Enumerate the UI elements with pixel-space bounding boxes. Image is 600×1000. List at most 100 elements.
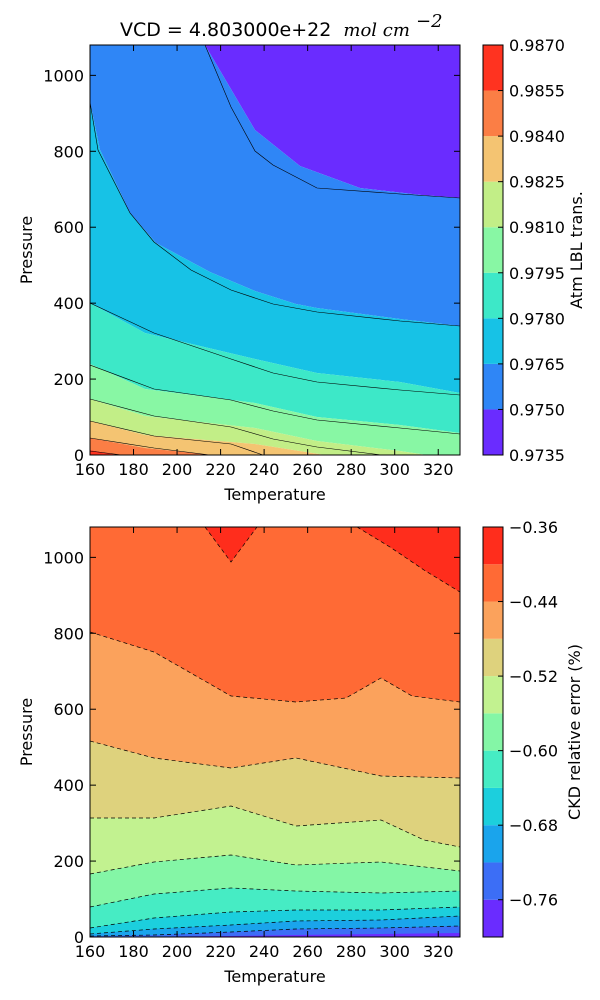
top-colorbar-tick-label: 0.9765	[509, 355, 565, 374]
top-x-tick-label: 200	[162, 460, 193, 479]
bottom-y-label: Pressure	[17, 698, 36, 766]
top-colorbar-tick-label: 0.9810	[509, 218, 565, 237]
top-x-tick-label: 280	[336, 460, 367, 479]
bottom-band-m076	[90, 933, 460, 937]
bottom-colorbar-band	[483, 750, 503, 788]
bottom-band-m040b	[357, 527, 460, 592]
bottom-x-tick-label: 280	[336, 942, 367, 961]
bottom-y-axis: 0 200 400 600 800 1000	[43, 548, 460, 947]
top-band-09810	[90, 399, 427, 455]
top-contour-line-09825	[90, 420, 264, 455]
top-x-tick-label: 320	[423, 460, 454, 479]
bottom-x-tick-label: 320	[423, 942, 454, 961]
bottom-plot-frame	[89, 526, 461, 938]
bottom-contour-line-m060	[90, 887, 460, 908]
top-colorbar-band	[483, 45, 503, 91]
top-title-exponent: −2	[416, 11, 443, 32]
top-x-tick-label: 180	[118, 460, 149, 479]
top-contour-line-09855	[90, 450, 123, 455]
bottom-x-tick-label: 220	[205, 942, 236, 961]
top-title-prefix: VCD = 4.803000e+22	[120, 19, 331, 41]
bottom-x-tick-label: 160	[75, 942, 106, 961]
top-colorbar: 0.9735 0.9750 0.9765 0.9780 0.9795 0.9810 0.98…	[482, 36, 586, 465]
bottom-y-tick-label: 1000	[43, 548, 84, 567]
top-colorbar-label: Atm LBL trans.	[567, 191, 586, 309]
bottom-contour-line-m048	[90, 740, 460, 779]
top-y-tick-label: 1000	[43, 66, 84, 85]
bottom-colorbar-tick-label: −0.52	[509, 667, 558, 686]
top-y-tick-label: 400	[53, 294, 84, 313]
top-x-tick-label: 300	[379, 460, 410, 479]
top-colorbar-band	[483, 409, 503, 455]
bottom-contour-line-m056	[90, 854, 460, 875]
bottom-colorbar-band	[483, 713, 503, 751]
bottom-x-axis: 160 180 200 220 240 260 280 300 320	[75, 527, 454, 961]
top-x-tick-label: 260	[292, 460, 323, 479]
top-colorbar-band	[483, 272, 503, 319]
top-colorbar-band	[483, 227, 503, 273]
bottom-panel: 160 180 200 220 240 260 280 300 320 0 200 400 600 80…	[17, 518, 584, 986]
top-y-tick-label: 800	[53, 142, 84, 161]
top-contour-line-09750	[204, 45, 460, 199]
bottom-colorbar-band	[483, 862, 503, 900]
bottom-y-tick-label: 200	[53, 852, 84, 871]
bottom-contour-line-m040a	[204, 527, 258, 563]
bottom-contour-line-m044	[90, 631, 460, 703]
bottom-colorbar-tick-label: −0.44	[509, 593, 558, 612]
top-band-09780	[90, 303, 460, 433]
top-band-09795	[90, 364, 460, 455]
bottom-colorbar-band	[483, 601, 503, 639]
top-y-tick-label: 600	[53, 218, 84, 237]
top-contour-line-09810	[90, 398, 383, 455]
top-y-tick-label: 0	[74, 446, 84, 465]
top-colorbar-tick-label: 0.9735	[509, 446, 565, 465]
bottom-colorbar-tick-label: −0.76	[509, 891, 558, 910]
bottom-colorbar-band	[483, 825, 503, 863]
top-colorbar-band	[483, 136, 503, 182]
bottom-contour-lines	[90, 527, 460, 937]
bottom-y-tick-label: 400	[53, 776, 84, 795]
bottom-contour-line-m068	[90, 915, 460, 935]
bottom-colorbar-tick-label: −0.60	[509, 742, 558, 761]
bottom-y-tick-label: 0	[74, 928, 84, 947]
bottom-colorbar-tick-label: −0.68	[509, 816, 558, 835]
bottom-colorbar-frame	[482, 526, 504, 938]
top-x-tick-label: 220	[205, 460, 236, 479]
top-colorbar-band	[483, 181, 503, 228]
top-band-09765	[90, 102, 460, 393]
top-x-tick-label: 160	[75, 460, 106, 479]
bottom-x-label: Temperature	[223, 967, 325, 986]
bottom-colorbar-band	[483, 527, 503, 565]
top-y-tick-label: 200	[53, 370, 84, 389]
top-y-label: Pressure	[17, 216, 36, 284]
bottom-colorbar-band	[483, 676, 503, 714]
top-contour-line-09795	[90, 364, 460, 435]
top-y-axis: 0 200 400 600 800 1000	[43, 66, 460, 465]
top-colorbar-frame	[482, 44, 504, 456]
top-colorbar-band	[483, 363, 503, 410]
bottom-colorbar-band	[483, 787, 503, 826]
bottom-colorbar-band	[483, 638, 503, 677]
top-colorbar-tick-label: 0.9870	[509, 36, 565, 55]
top-colorbar-tick-label: 0.9795	[509, 264, 565, 283]
top-colorbar-tick-label: 0.9840	[509, 127, 565, 146]
top-plot-frame	[89, 44, 461, 456]
top-contour-line-09840	[90, 437, 211, 455]
bottom-contour-line-m040b	[356, 527, 460, 593]
top-band-09750	[90, 45, 460, 326]
top-colorbar-band	[483, 90, 503, 137]
top-panel: VCD = 4.803000e+22 mol cm −2 1	[17, 11, 586, 504]
bottom-x-tick-label: 180	[118, 942, 149, 961]
bottom-x-tick-label: 240	[249, 942, 280, 961]
bottom-x-tick-label: 200	[162, 942, 193, 961]
top-colorbar-tick-label: 0.9750	[509, 400, 565, 419]
bottom-contour-line-m072	[90, 925, 460, 937]
top-title-unit: mol cm	[343, 20, 410, 41]
top-colorbar-tick-label: 0.9855	[509, 82, 565, 101]
top-band-09840	[90, 438, 213, 455]
top-x-axis: 160 180 200 220 240 260 280 300 320	[75, 45, 454, 479]
top-title: VCD = 4.803000e+22 mol cm −2	[120, 11, 443, 41]
top-colorbar-tick-label: 0.9825	[509, 173, 565, 192]
bottom-colorbar-label: CKD relative error (%)	[565, 644, 584, 820]
